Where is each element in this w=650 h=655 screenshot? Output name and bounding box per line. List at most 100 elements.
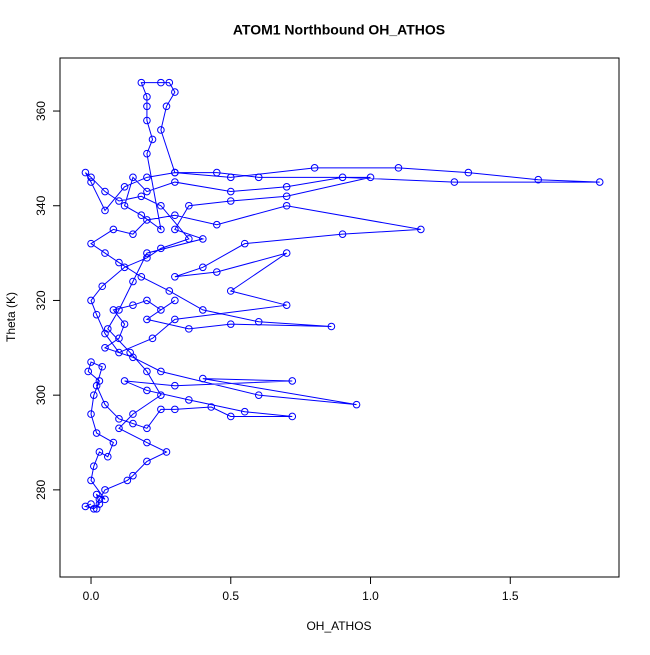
point: [87, 358, 95, 366]
point: [129, 230, 137, 238]
point: [90, 391, 98, 399]
point: [157, 225, 165, 234]
point: [143, 315, 151, 324]
point: [226, 320, 235, 328]
point: [171, 405, 179, 414]
point: [115, 424, 123, 433]
point: [87, 410, 95, 418]
point: [143, 102, 151, 111]
point: [185, 235, 193, 243]
point: [103, 325, 112, 333]
point: [199, 374, 207, 383]
point: [240, 407, 249, 416]
point: [115, 306, 123, 314]
point: [143, 173, 151, 182]
x-tick-label: 1.5: [502, 589, 519, 603]
point: [595, 178, 604, 186]
point: [162, 448, 171, 456]
point: [109, 438, 118, 447]
point: [226, 187, 235, 196]
y-axis-label: Theta (K): [4, 292, 18, 342]
y-tick-label: 280: [34, 480, 48, 500]
point: [87, 239, 95, 248]
point: [129, 471, 137, 480]
point: [92, 381, 101, 390]
point: [366, 173, 375, 182]
point: [148, 135, 157, 144]
point: [310, 164, 319, 172]
point: [165, 78, 174, 87]
point: [185, 201, 193, 210]
point: [101, 400, 109, 409]
point: [143, 386, 151, 395]
y-tick-label: 340: [34, 195, 48, 215]
point: [327, 322, 336, 331]
point: [87, 178, 95, 186]
point: [450, 178, 459, 186]
point: [129, 410, 137, 418]
point: [98, 282, 107, 291]
chart-title: ATOM1 Northbound OH_ATHOS: [233, 22, 445, 38]
point: [143, 254, 151, 262]
point: [207, 403, 216, 411]
point: [282, 249, 291, 257]
series-line: [83, 82, 600, 510]
point: [212, 168, 221, 177]
point: [534, 175, 543, 184]
point: [115, 197, 123, 205]
point: [101, 344, 109, 352]
y-tick-label: 320: [34, 290, 48, 310]
point: [120, 320, 129, 328]
point: [84, 367, 93, 376]
point: [226, 173, 235, 182]
point: [394, 164, 403, 172]
point: [92, 505, 101, 513]
point: [129, 419, 137, 428]
plot-frame: [59, 57, 620, 578]
point: [171, 272, 179, 281]
point: [115, 348, 123, 357]
point: [162, 102, 171, 111]
point: [157, 244, 165, 253]
point: [226, 197, 235, 205]
point: [417, 225, 425, 234]
point: [109, 225, 118, 234]
point: [143, 367, 151, 376]
plot-area: [81, 78, 604, 513]
point: [171, 211, 179, 220]
point: [101, 486, 109, 494]
point: [185, 325, 193, 333]
point: [120, 183, 129, 191]
point: [126, 348, 134, 357]
point: [464, 168, 473, 177]
point: [87, 476, 95, 485]
point: [157, 201, 165, 210]
point: [171, 168, 179, 177]
point: [171, 315, 179, 324]
point: [87, 173, 95, 182]
point: [185, 396, 193, 404]
point: [120, 201, 129, 210]
point: [171, 381, 179, 390]
point: [226, 412, 235, 421]
point: [288, 412, 297, 421]
point: [352, 400, 361, 409]
point: [254, 173, 263, 182]
point: [120, 377, 129, 385]
point: [199, 263, 207, 272]
y-tick-label: 360: [34, 101, 48, 121]
point: [101, 249, 109, 257]
point: [143, 93, 151, 101]
point: [212, 220, 221, 229]
point: [282, 301, 291, 309]
point: [288, 377, 297, 385]
point: [171, 88, 179, 96]
point: [81, 168, 90, 177]
point: [129, 301, 137, 309]
point: [87, 296, 95, 305]
point: [148, 334, 157, 343]
point: [212, 268, 221, 276]
x-tick-label: 0.0: [83, 589, 100, 603]
x-tick-label: 1.0: [362, 589, 379, 603]
point: [282, 183, 291, 191]
